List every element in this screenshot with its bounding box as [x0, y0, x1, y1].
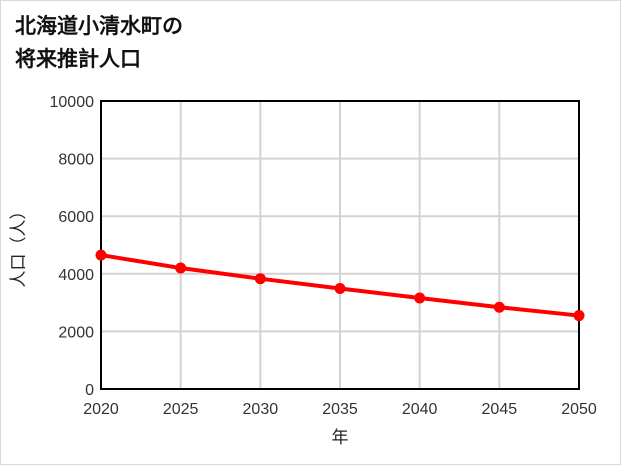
x-axis-ticks: 2020 2025 2030 2035 2040 2045 2050	[83, 401, 597, 418]
population-series	[95, 249, 585, 322]
data-point	[175, 262, 187, 274]
data-point	[254, 273, 266, 285]
x-tick-label: 2035	[322, 401, 358, 418]
data-point	[95, 249, 107, 261]
data-point	[334, 282, 346, 294]
y-tick-label: 10000	[50, 94, 95, 111]
y-axis-ticks: 0 2000 4000 6000 8000 10000	[50, 94, 95, 399]
y-tick-label: 6000	[58, 209, 94, 226]
data-point	[573, 310, 585, 322]
y-tick-label: 2000	[58, 324, 94, 341]
y-tick-label: 0	[85, 382, 94, 399]
x-tick-label: 2050	[561, 401, 597, 418]
x-tick-label: 2025	[163, 401, 199, 418]
gridlines	[100, 100, 580, 390]
x-tick-label: 2040	[402, 401, 438, 418]
data-point	[493, 301, 505, 313]
x-tick-label: 2045	[482, 401, 518, 418]
y-axis-title: 人口（人）	[9, 203, 29, 288]
plot-area-border	[100, 100, 580, 390]
data-point	[414, 292, 426, 304]
x-axis-title: 年	[332, 428, 349, 448]
chart-title-line-1: 北海道小清水町の	[15, 14, 183, 38]
x-tick-label: 2020	[83, 401, 119, 418]
chart-title: 北海道小清水町の 将来推計人口	[15, 10, 183, 76]
y-tick-label: 4000	[58, 267, 94, 284]
chart-title-line-2: 将来推計人口	[15, 47, 141, 71]
x-tick-label: 2030	[243, 401, 279, 418]
y-tick-label: 8000	[58, 152, 94, 169]
